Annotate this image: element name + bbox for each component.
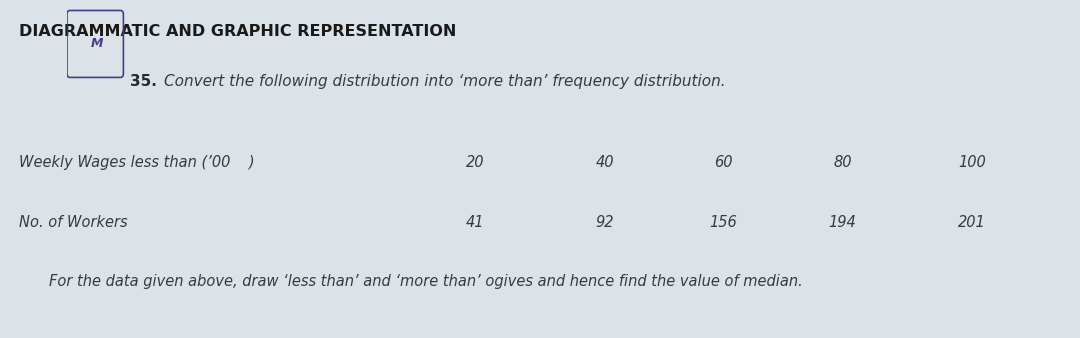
Text: 100: 100 [958,155,986,170]
Text: 201: 201 [958,215,986,230]
Text: 80: 80 [833,155,852,170]
Text: For the data given above, draw ‘less than’ and ‘more than’ ogives and hence find: For the data given above, draw ‘less tha… [49,274,802,289]
Text: M: M [91,38,103,50]
Text: 40: 40 [595,155,615,170]
Text: Convert the following distribution into ‘more than’ frequency distribution.: Convert the following distribution into … [164,74,726,89]
Text: DIAGRAMMATIC AND GRAPHIC REPRESENTATION: DIAGRAMMATIC AND GRAPHIC REPRESENTATION [19,24,457,39]
Text: 41: 41 [465,215,485,230]
Text: 194: 194 [828,215,856,230]
Text: 92: 92 [595,215,615,230]
Text: 35.: 35. [130,74,157,89]
Text: 20: 20 [465,155,485,170]
Text: 156: 156 [710,215,738,230]
Text: Weekly Wages less than (’00    ): Weekly Wages less than (’00 ) [19,155,255,170]
Text: No. of Workers: No. of Workers [19,215,129,230]
Text: 60: 60 [714,155,733,170]
